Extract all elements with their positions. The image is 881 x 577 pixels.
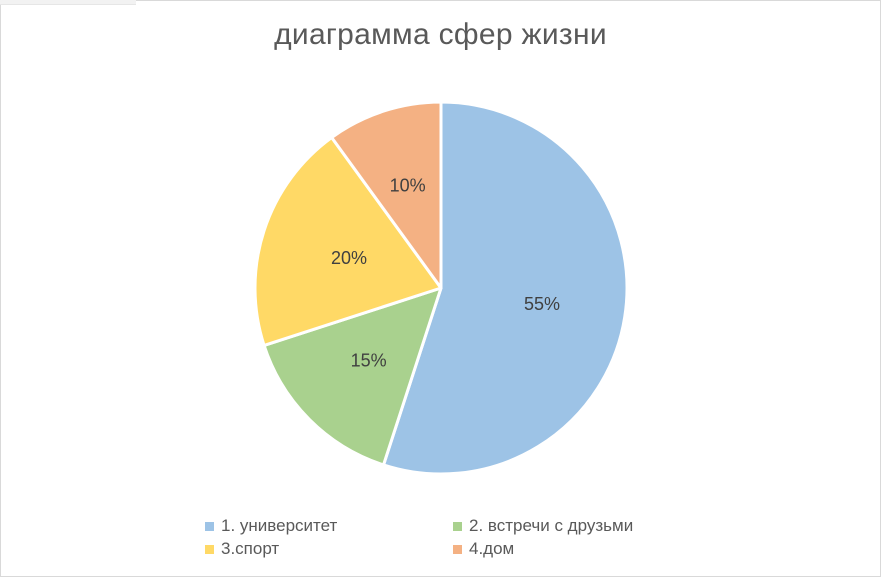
legend-label: 4.дом [469,539,515,558]
legend-label: 2. встречи с друзьми [469,516,634,535]
legend-label: 1. университет [221,516,338,535]
legend-swatch [453,544,462,554]
legend-item-university: 1. университет [205,516,453,536]
legend-item-home: 4.дом [453,539,713,559]
legend-label: 3.спорт [221,539,280,558]
legend-swatch [205,521,214,531]
legend-swatch [205,544,214,554]
pie-slice-sport [253,136,443,347]
legend-item-friends: 2. встречи с друзьми [453,516,713,536]
chart-legend: 1. университет 2. встречи с друзьми 3.сп… [205,516,725,559]
legend-swatch [453,521,462,531]
data-label-friends: 15% [351,350,387,370]
chart-title: диаграмма сфер жизни [274,18,607,51]
data-label-sport: 20% [331,248,367,268]
legend-item-sport: 3.спорт [205,539,453,559]
pie-slice-home [330,100,443,290]
pie-slice-university [382,100,629,476]
window-tab [0,0,136,5]
data-label-home: 10% [390,175,426,195]
data-label-university: 55% [524,294,560,314]
